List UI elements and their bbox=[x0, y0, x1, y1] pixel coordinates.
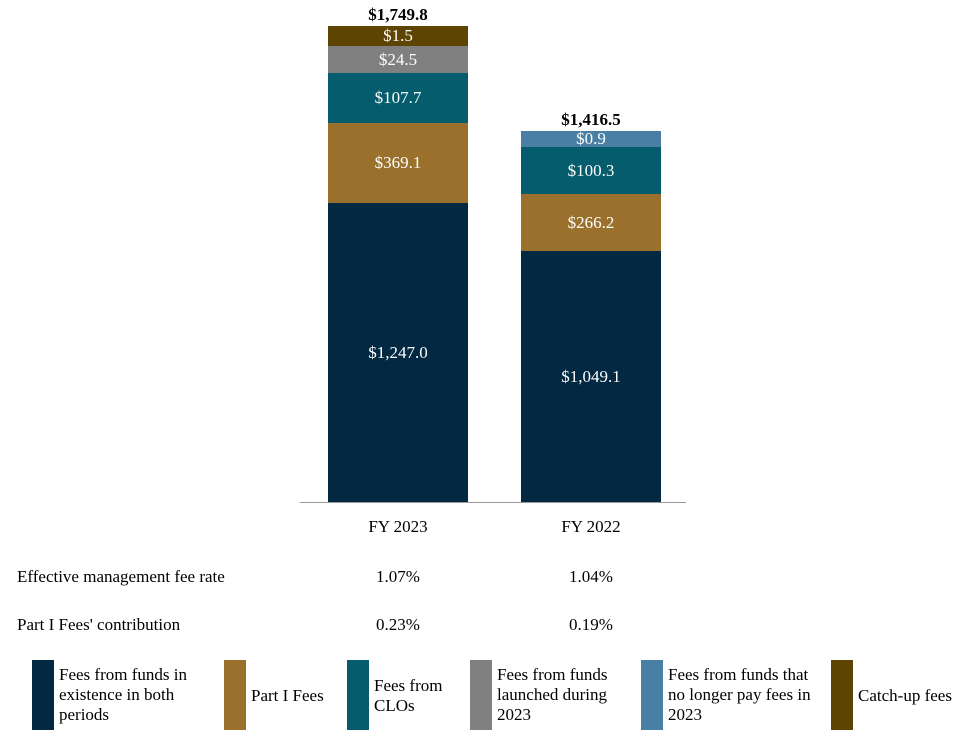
legend-swatch-no-longer-pay bbox=[641, 660, 663, 730]
bar-segment: $1.5 bbox=[328, 26, 468, 46]
data-label: $107.7 bbox=[374, 88, 422, 107]
total-label-fy2023: $1,749.8 bbox=[368, 5, 428, 24]
row-label-part1-contribution: Part I Fees' contribution bbox=[17, 615, 181, 634]
bar-segment: $1,049.1 bbox=[521, 251, 661, 503]
fee-rate-fy2023: 1.07% bbox=[376, 567, 420, 586]
data-label: $1,049.1 bbox=[561, 367, 621, 386]
x-axis-line bbox=[300, 502, 686, 503]
part1-contribution-fy2023: 0.23% bbox=[376, 615, 420, 634]
data-label: $0.9 bbox=[576, 129, 606, 148]
fee-rate-fy2022: 1.04% bbox=[569, 567, 613, 586]
data-label: $24.5 bbox=[378, 49, 418, 69]
bar-segment: $266.2 bbox=[521, 194, 661, 251]
legend-swatch-clos bbox=[347, 660, 369, 730]
legend-label-no-longer-pay: Fees from funds that no longer pay fees … bbox=[668, 665, 811, 724]
part1-contribution-fy2022: 0.19% bbox=[569, 615, 613, 634]
category-label-fy2023: FY 2023 bbox=[368, 517, 428, 536]
data-label: $100.3 bbox=[567, 160, 615, 180]
bar-segment: $24.5 bbox=[328, 46, 468, 73]
bar-segment: $107.7 bbox=[328, 73, 468, 123]
total-label-fy2022: $1,416.5 bbox=[561, 110, 621, 129]
row-label-fee-rate: Effective management fee rate bbox=[17, 567, 225, 586]
bar-segment: $1,247.0 bbox=[328, 203, 468, 503]
bar-segment: $100.3 bbox=[521, 147, 661, 194]
legend-label-part1: Part I Fees bbox=[251, 686, 324, 705]
legend-swatch-launched bbox=[470, 660, 492, 730]
data-label: $1,247.0 bbox=[368, 343, 428, 362]
legend-label-existing-funds: Fees from funds in existence in both per… bbox=[59, 665, 187, 724]
category-label-fy2022: FY 2022 bbox=[561, 517, 621, 536]
legend-label-launched: Fees from funds launched during 2023 bbox=[497, 665, 608, 724]
data-label: $1.5 bbox=[383, 26, 413, 45]
bar-segment: $369.1 bbox=[328, 123, 468, 203]
data-label: $369.1 bbox=[374, 153, 422, 172]
legend-label-clos: Fees from CLOs bbox=[374, 676, 443, 715]
legend-swatch-part1 bbox=[224, 660, 246, 730]
bar-segment: $0.9 bbox=[521, 129, 661, 148]
legend-label-catch-up: Catch-up fees bbox=[858, 686, 952, 705]
legend-swatch-existing-funds bbox=[32, 660, 54, 730]
legend-swatch-catch-up bbox=[831, 660, 853, 730]
data-label: $266.2 bbox=[567, 212, 615, 232]
